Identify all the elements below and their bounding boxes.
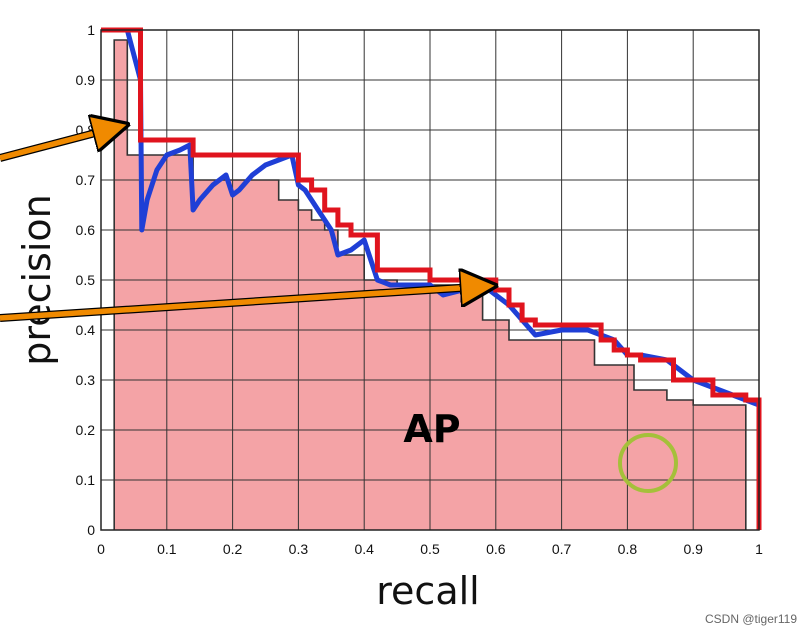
upper-arrow-body <box>0 126 122 161</box>
plot-frame <box>100 29 760 531</box>
y-tick-label: 1 <box>87 22 95 38</box>
y-tick-label: 0.1 <box>76 472 96 488</box>
y-tick-labels: 00.10.20.30.40.50.60.70.80.91 <box>76 22 96 538</box>
y-tick-label: 0.6 <box>76 222 96 238</box>
x-tick-label: 0.3 <box>289 541 309 557</box>
x-tick-label: 1 <box>755 541 763 557</box>
y-axis-title: precision <box>15 194 59 365</box>
x-tick-label: 0.5 <box>420 541 440 557</box>
raw-precision-line <box>101 27 760 408</box>
x-tick-label: 0.4 <box>354 541 374 557</box>
x-tick-label: 0.1 <box>157 541 177 557</box>
x-tick-label: 0.8 <box>618 541 638 557</box>
x-tick-label: 0.7 <box>552 541 572 557</box>
x-axis-title: recall <box>376 569 479 613</box>
lower-arrow-body <box>0 286 490 321</box>
x-tick-label: 0.6 <box>486 541 506 557</box>
y-tick-label: 0.5 <box>76 272 96 288</box>
x-tick-label: 0 <box>97 541 105 557</box>
ap-annotation: AP <box>403 407 460 451</box>
x-tick-labels: 0 0.1 0.2 0.3 0.4 0.5 0.6 0.7 0.8 0.9 1 <box>97 541 763 557</box>
y-tick-label: 0.2 <box>76 422 96 438</box>
y-tick-label: 0.7 <box>76 172 96 188</box>
y-tick-label: 0.3 <box>76 372 96 388</box>
gridlines <box>100 29 760 531</box>
y-tick-label: 0 <box>87 522 95 538</box>
y-tick-label: 0.4 <box>76 322 96 338</box>
x-tick-label: 0.9 <box>683 541 703 557</box>
y-tick-label: 0.9 <box>76 72 96 88</box>
watermark: CSDN @tiger119 <box>705 612 797 626</box>
highlight-circle <box>618 433 678 493</box>
interpolated-precision-line <box>101 27 762 530</box>
x-tick-label: 0.2 <box>223 541 243 557</box>
